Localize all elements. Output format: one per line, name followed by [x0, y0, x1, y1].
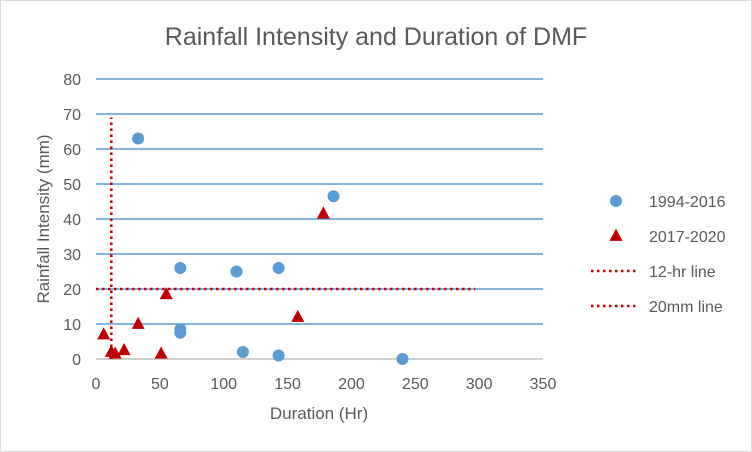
x-tick-label: 150	[274, 376, 301, 393]
x-tick-label: 250	[402, 376, 429, 393]
legend: 1994-2016 2017-2020 12-hr line 20mm line	[591, 194, 726, 316]
chart-title: Rainfall Intensity and Duration of DMF	[165, 23, 587, 51]
data-point-triangle	[108, 346, 122, 359]
data-point-triangle	[291, 309, 305, 322]
data-point-circle	[174, 326, 187, 339]
legend-label: 20mm line	[649, 299, 723, 316]
data-point-circle	[327, 190, 340, 203]
data-point-circle	[272, 349, 285, 362]
x-tick-labels: 0 50 100 150 200 250 300 350	[92, 376, 557, 393]
x-tick-label: 350	[530, 376, 557, 393]
data-point-triangle	[316, 206, 330, 219]
legend-symbol-triangle	[609, 228, 623, 241]
data-point-triangle	[117, 342, 131, 356]
data-point-circle	[236, 346, 249, 358]
data-point-triangle	[97, 327, 111, 340]
data-point-circle	[396, 353, 409, 365]
x-tick-label: 50	[151, 376, 169, 393]
y-tick-label: 70	[63, 107, 81, 124]
data-point-triangle	[159, 286, 173, 300]
legend-label: 1994-2016	[649, 194, 726, 211]
legend-symbol-circle	[610, 195, 622, 207]
x-tick-label: 100	[210, 376, 237, 393]
y-tick-label: 40	[63, 212, 81, 229]
y-tick-labels: 0 10 20 30 40 50 60 70 80	[63, 72, 81, 369]
x-axis-title: Duration (Hr)	[270, 404, 368, 423]
x-tick-label: 200	[338, 376, 365, 393]
data-point-triangle	[154, 346, 168, 359]
y-tick-label: 10	[63, 317, 81, 334]
data-point-circle	[132, 132, 145, 145]
y-tick-label: 20	[63, 282, 81, 299]
x-tick-label: 0	[92, 376, 101, 393]
data-point-circle	[230, 265, 243, 278]
y-tick-label: 80	[63, 72, 81, 89]
gridlines	[96, 78, 543, 360]
y-tick-label: 30	[63, 247, 81, 264]
reference-lines	[96, 117, 476, 359]
data-point-circle	[272, 262, 285, 274]
y-tick-label: 0	[72, 352, 81, 369]
x-tick-label: 300	[466, 376, 493, 393]
y-tick-label: 50	[63, 177, 81, 194]
legend-label: 12-hr line	[649, 264, 716, 281]
y-axis-title: Rainfall Intensity (mm)	[34, 134, 53, 303]
y-tick-label: 60	[63, 142, 81, 159]
legend-label: 2017-2020	[649, 229, 726, 246]
data-point-triangle	[131, 316, 145, 329]
data-markers	[97, 132, 409, 365]
data-point-circle	[174, 262, 187, 274]
